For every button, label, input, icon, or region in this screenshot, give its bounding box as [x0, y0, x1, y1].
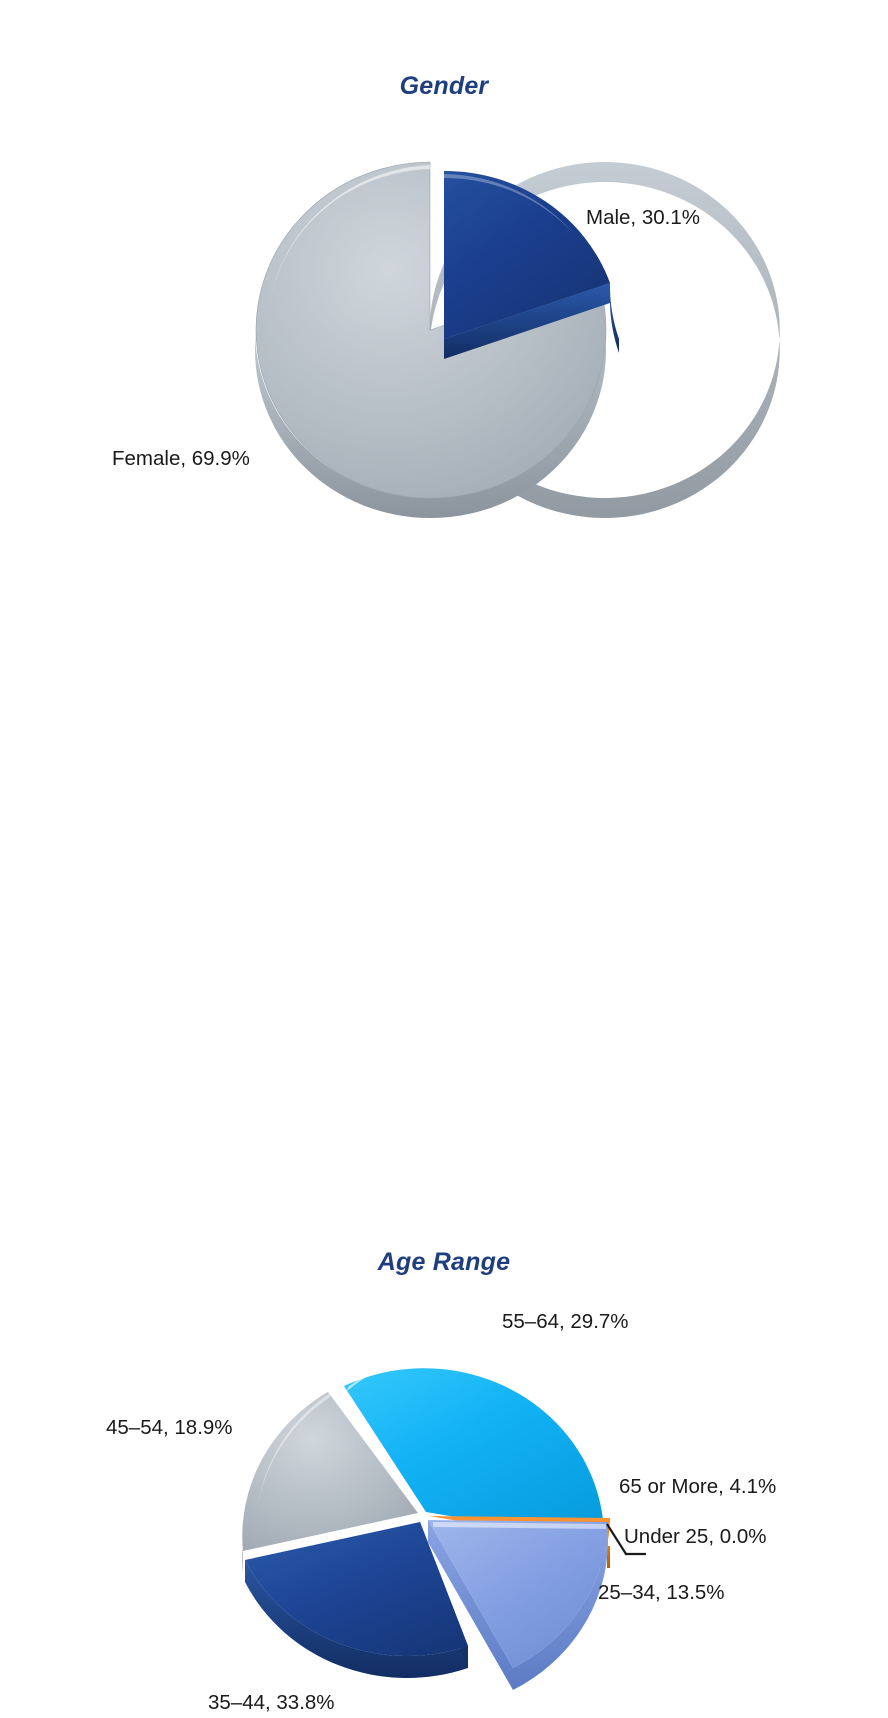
pie-label-35-44: 35–44, 33.8%	[208, 1691, 335, 1714]
age-range-pie-chart	[242, 1349, 646, 1690]
pie-label-female: Female, 69.9%	[112, 447, 250, 470]
pie-label-65-or-more: 65 or More, 4.1%	[619, 1475, 777, 1498]
gender-chart-block: Gender	[0, 0, 888, 600]
pie-label-55-64: 55–64, 29.7%	[502, 1310, 629, 1333]
pie-label-45-54: 45–54, 18.9%	[106, 1416, 233, 1439]
gender-pie-chart	[255, 161, 780, 519]
gender-chart-title: Gender	[399, 72, 489, 100]
pie-label-25-34: 25–34, 13.5%	[598, 1581, 725, 1604]
pie-slice-female	[255, 161, 780, 519]
age-range-chart-title: Age Range	[377, 1248, 511, 1276]
pie-slice-male	[444, 170, 619, 359]
pie-label-under-25: Under 25, 0.0%	[624, 1525, 767, 1548]
age-range-chart-block: Age Range	[0, 600, 888, 1714]
pie-label-male: Male, 30.1%	[586, 206, 700, 229]
